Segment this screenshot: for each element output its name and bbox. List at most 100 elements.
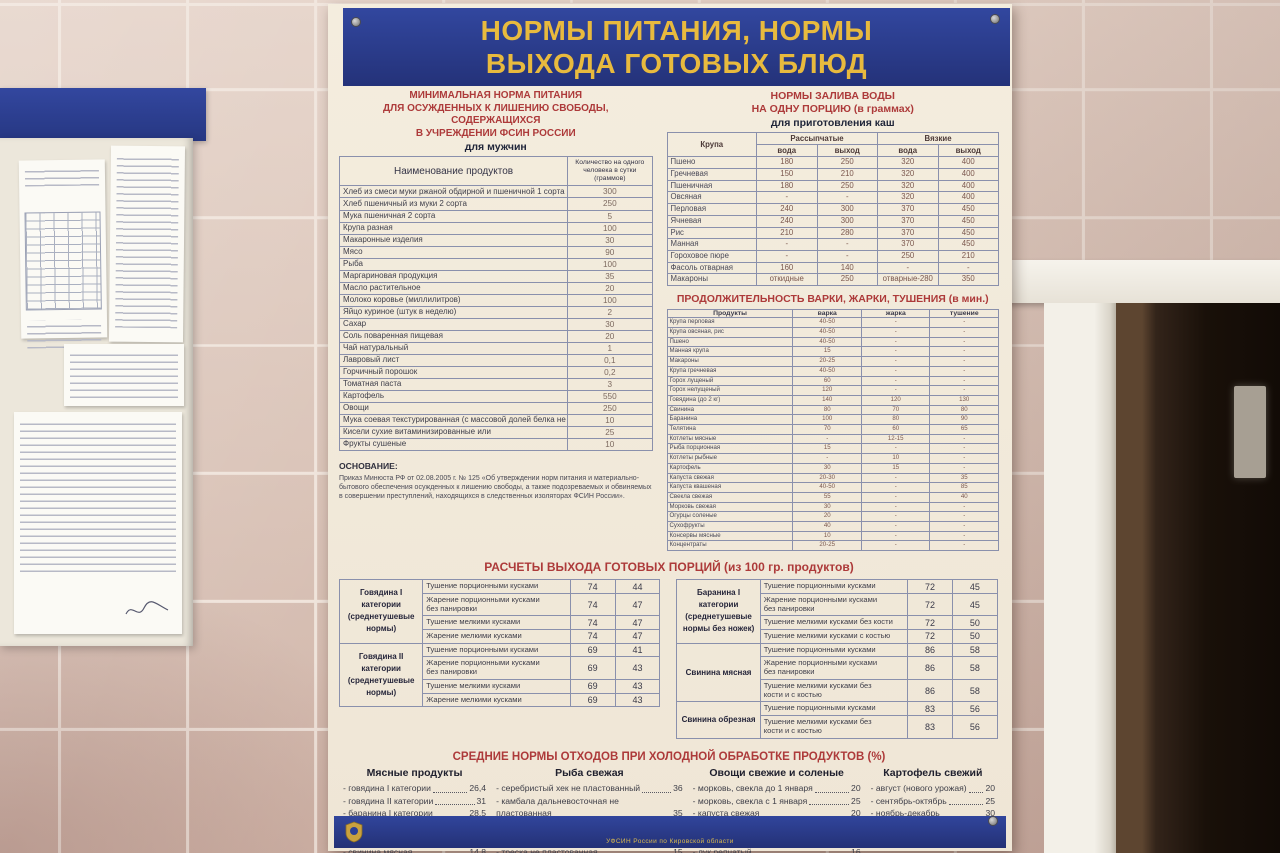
cell-text: Пшеничная	[666, 179, 757, 193]
cell-text: Пшено	[666, 156, 757, 169]
cell-value: -	[929, 540, 999, 552]
cell-value: -	[929, 385, 999, 396]
waste-column-header: Картофель свежий	[883, 766, 983, 779]
waste-item-value: 36	[673, 782, 683, 793]
cell-text: Жарение порционными кусками без панировк…	[759, 656, 909, 680]
cell-text: Пшено	[666, 336, 794, 348]
group-label: Свинина мясная	[676, 642, 761, 703]
cell-text: Чай натуральный	[338, 341, 569, 355]
cell-value: -	[860, 511, 931, 523]
cell-text: Тушение мелкими кусками	[422, 678, 571, 694]
cell-text: Соль поваренная пищевая	[338, 329, 569, 343]
cell-value: -	[792, 453, 862, 464]
cell-value: 30	[567, 233, 653, 247]
product-row: Картофель 550	[338, 389, 653, 403]
group-label: Баранина I категории (среднетушевые норм…	[676, 579, 761, 644]
dotted-leader	[968, 791, 984, 793]
cell-value: 86	[907, 642, 953, 658]
waste-item-name: август (нового урожая)	[871, 782, 967, 795]
cell-text: Крупа перловая	[666, 317, 794, 328]
duration-row: Консервы мясные 10- -	[666, 530, 999, 542]
water-row: Пшеничная 180 250 320 400	[666, 179, 999, 193]
cell-value: -	[877, 261, 939, 275]
duration-row: Крупа овсяная, рис 40-50- -	[666, 326, 999, 338]
cell-value: -	[860, 491, 931, 503]
cell-value: 210	[756, 226, 818, 240]
waste-item-value: 28,5	[469, 808, 487, 819]
duration-row: Свинина 80 70 80	[666, 404, 999, 416]
cell-value: -	[929, 356, 999, 367]
duration-table: Продукты варка жарка тушение Крупа перло…	[666, 309, 1000, 552]
duration-row: Горох лущеный 60- -	[666, 375, 999, 387]
duration-row: Говядина (до 2 кг) 140 120 130	[666, 394, 999, 406]
cell-value: 50	[951, 629, 998, 644]
duration-row: Рыба порционная 15- -	[666, 443, 999, 455]
cell-value: 370	[877, 238, 939, 251]
duration-row: Картофель 30 15-	[666, 462, 999, 474]
cell-value: 140	[792, 394, 862, 406]
cell-value: 72	[907, 579, 953, 594]
cell-value: 320	[877, 167, 939, 181]
cell-value: 30	[792, 462, 862, 474]
cell-value: 160	[756, 261, 818, 275]
document-mini-table	[24, 211, 102, 311]
waste-column-header: Рыба свежая	[555, 766, 624, 779]
waste-item: лук репчатый 16	[693, 846, 861, 853]
product-row: Мука пшеничная 2 сорта 5	[338, 209, 653, 223]
cell-text: Свекла свежая	[666, 491, 794, 503]
waste-item-name: свинина мясная	[343, 846, 412, 853]
basis-note: ОСНОВАНИЕ: Приказ Минюста РФ от 02.08.20…	[339, 456, 653, 502]
cell-value: -	[792, 433, 862, 445]
cell-value: 450	[937, 226, 999, 240]
product-row: Хлеб из смеси муки ржаной обдирной и пше…	[338, 185, 653, 199]
pinned-document-text	[108, 145, 186, 343]
group-label: Свинина обрезная	[676, 701, 761, 739]
cell-value: 10	[567, 437, 653, 451]
door-lintel	[1006, 260, 1280, 303]
table-header-row: Крупа Рассыпчатые Вязкие	[666, 132, 999, 158]
cell-text: Баранина	[666, 414, 794, 426]
dotted-leader	[435, 804, 475, 806]
cell-value: -	[929, 317, 999, 328]
waste-item-value: 25	[985, 795, 995, 806]
cell-value: 550	[567, 389, 653, 403]
waste-item-name: треска не пластованная	[496, 846, 597, 853]
cell-value: -	[937, 261, 999, 275]
waste-item: морковь, свекла с 1 января 25	[693, 795, 861, 808]
cell-text: Хлеб из смеси муки ржаной обдирной и пше…	[338, 185, 569, 199]
water-duration-section: НОРМЫ ЗАЛИВА ВОДЫ НА ОДНУ ПОРЦИЮ (в грам…	[666, 90, 1000, 552]
cell-value: 250	[816, 179, 878, 193]
cell-value: 65	[929, 424, 999, 435]
cell-text: Жарение порционными кусками без панировк…	[759, 592, 909, 617]
cell-value: 240	[756, 203, 818, 216]
cell-value: 210	[816, 167, 878, 181]
cell-text: Мука пшеничная 2 сорта	[338, 209, 569, 223]
cell-value: 60	[792, 375, 862, 387]
cell-text: Томатная паста	[338, 377, 569, 391]
cell-text: Морковь свежая	[666, 501, 794, 513]
cell-value: 450	[937, 214, 999, 228]
cell-value: 90	[567, 245, 653, 259]
cell-text: Говядина (до 2 кг)	[666, 394, 794, 406]
cell-value: -	[816, 191, 878, 205]
cell-value: -	[860, 317, 931, 328]
cell-value: 40	[792, 521, 862, 532]
cell-value: 15	[792, 346, 862, 358]
cell-value: 70	[792, 424, 862, 435]
cell-value: 43	[614, 678, 661, 694]
cell-value: 80	[860, 414, 931, 426]
cell-value: 20-25	[792, 540, 862, 552]
cell-text: Жарение мелкими кусками	[422, 692, 571, 708]
cell-value: -	[929, 336, 999, 348]
cell-value: -	[929, 462, 999, 474]
portion-row: Жарение порционными кусками без панировк…	[340, 656, 661, 680]
cell-value: 0,2	[567, 365, 653, 379]
cell-value: -	[860, 346, 931, 358]
cell-value: 1	[567, 341, 653, 355]
product-row: Лавровый лист 0,1	[338, 353, 653, 367]
left-poster-blue-strip	[0, 88, 206, 141]
portion-row: Баранина I категории (среднетушевые норм…	[676, 579, 998, 644]
cell-value: 210	[937, 250, 999, 263]
waste-item: сентябрь-октябрь 25	[871, 795, 995, 808]
cell-value: 320	[877, 156, 939, 169]
